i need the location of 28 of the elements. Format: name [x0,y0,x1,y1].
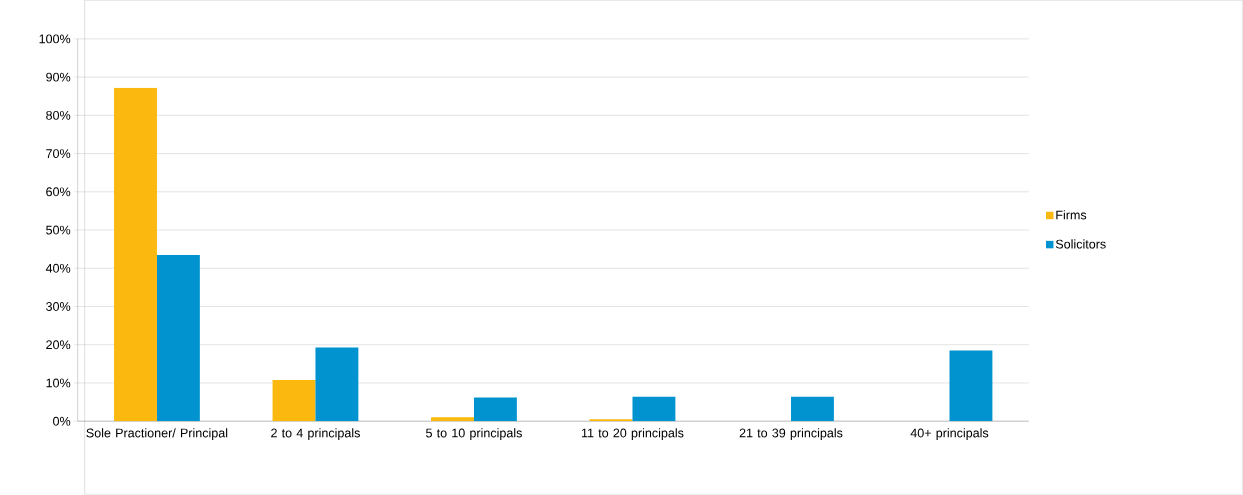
bar [632,396,676,422]
x-tick-label: 5 to 10 principals [426,428,522,441]
bar [431,417,474,422]
y-tick-label: 80% [46,111,71,120]
x-tick-label: 40+ principals [910,428,989,441]
y-tick-label: 20% [46,340,71,350]
y-tick-label: 30% [46,302,71,312]
x-tick-label: 11 to 20 principals [581,428,684,441]
y-tick-label: 90% [46,72,71,82]
x-tick-label: 21 to 39 principals [739,428,843,441]
x-tick-label: 2 to 4 principals [271,428,360,441]
legend-label: Firms [1056,210,1087,220]
y-tick-label: 10% [46,378,71,388]
legend-label: Solicitors [1055,239,1106,249]
bar [315,347,359,422]
y-tick-label: 70% [46,149,71,159]
bar [156,255,200,422]
y-tick-label: 60% [46,187,71,197]
bar [790,396,834,422]
y-tick-label: 50% [46,225,71,235]
y-tick-label: 40% [45,264,71,273]
x-tick-label: Sole Practioner/ Principal [86,428,228,441]
bar [114,88,157,422]
bar [473,397,517,422]
bar [949,350,993,422]
y-tick-label: 0% [53,416,71,426]
bar [272,380,316,422]
y-tick-label: 100% [39,34,71,44]
